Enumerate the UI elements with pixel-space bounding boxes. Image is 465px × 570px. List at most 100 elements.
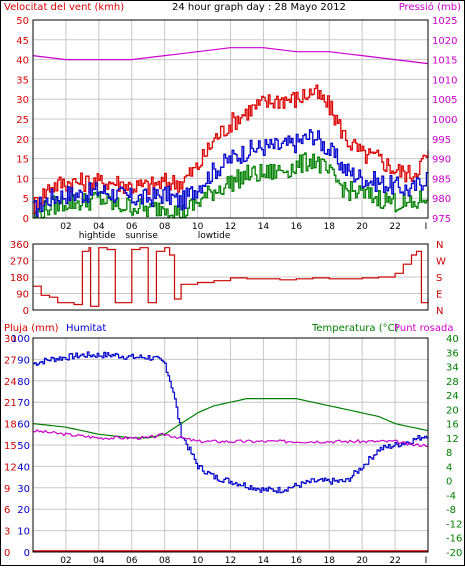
humidity-y-tick-label: 100 xyxy=(11,334,30,345)
pressure-y-tick-label: 1005 xyxy=(432,95,457,106)
wind-y-tick-label: 10 xyxy=(16,174,29,185)
x-tick-label-3: 22 xyxy=(389,556,400,566)
x-event-label-hightide: hightide xyxy=(79,231,116,241)
x-tick-label-1: 18 xyxy=(324,222,336,232)
rain-y-tick-label: 21 xyxy=(4,398,17,409)
temperature-y-tick-label: 36 xyxy=(446,348,459,359)
humidity-y-tick-label: 10 xyxy=(17,527,30,538)
temperature-y-tick-label: 12 xyxy=(446,434,459,445)
wind-y-tick-label: 0 xyxy=(23,214,29,225)
humidity-y-tick-label: 80 xyxy=(17,377,30,388)
humidity-line xyxy=(33,351,429,494)
wind-y-tick-label: 50 xyxy=(16,16,29,27)
wind-avg-line xyxy=(33,129,429,217)
temperature-y-tick-label: -20 xyxy=(446,548,462,559)
temperature-y-tick-label: 20 xyxy=(446,405,459,416)
direction-y-tick-label: 360 xyxy=(10,240,29,251)
x-tick-label-1: I xyxy=(425,222,428,232)
pressure-y-tick-label: 1025 xyxy=(432,16,457,27)
humidity-y-tick-label: 60 xyxy=(17,420,30,431)
humidity-y-tick-label: 0 xyxy=(24,548,30,559)
chart-title: 24 hour graph day : 28 Mayo 2012 xyxy=(172,2,346,13)
temperature-y-tick-label: 40 xyxy=(446,334,459,345)
x-tick-label-3: 16 xyxy=(291,556,303,566)
direction-compass-label: W xyxy=(436,257,446,268)
pressure-y-tick-label: 995 xyxy=(432,135,451,146)
direction-compass-label: E xyxy=(436,290,442,301)
x-tick-label-1: 06 xyxy=(126,222,138,232)
rain-y-tick-label: 3 xyxy=(4,527,10,538)
humidity-y-tick-label: 40 xyxy=(17,462,30,473)
rain-y-tick-label: 18 xyxy=(4,420,17,431)
temperature-y-tick-label: -4 xyxy=(446,491,456,502)
wind-y-tick-label: 30 xyxy=(16,95,29,106)
x-tick-label-3: I xyxy=(425,556,428,566)
temperature-y-tick-label: -12 xyxy=(446,519,462,530)
x-tick-label-1: 16 xyxy=(291,222,303,232)
chart-layer: 0510152025303540455097598098599099510001… xyxy=(4,16,462,570)
x-tick-label-3: 20 xyxy=(356,556,368,566)
wind-direction-line xyxy=(33,247,429,307)
x-tick-label-1: 04 xyxy=(93,222,105,232)
temperature-y-tick-label: -16 xyxy=(446,534,462,545)
temperature-y-tick-label: 24 xyxy=(446,391,459,402)
x-tick-label-3: 02 xyxy=(60,556,71,566)
pressure-axis-title: Pressió (mb) xyxy=(399,1,461,13)
wind-panel-frame xyxy=(32,19,429,219)
pressure-y-tick-label: 975 xyxy=(432,214,451,225)
temperature-y-tick-label: 16 xyxy=(446,420,459,431)
rain-y-tick-label: 12 xyxy=(4,462,17,473)
x-tick-label-1: 22 xyxy=(389,222,400,232)
x-tick-label-1: 14 xyxy=(258,222,270,232)
rain-axis-title: Pluja (mm) xyxy=(4,323,59,334)
pressure-y-tick-label: 1010 xyxy=(432,75,457,86)
temperature-y-tick-label: -8 xyxy=(446,505,456,516)
pressure-y-tick-label: 1020 xyxy=(432,36,457,47)
temperature-axis-title: Temperatura (°C) xyxy=(311,323,399,334)
wind-y-tick-label: 25 xyxy=(16,115,29,126)
temperature-line xyxy=(32,398,429,439)
humidity-axis-title: Humitat xyxy=(66,323,106,334)
x-tick-label-1: 10 xyxy=(192,222,204,232)
humidity-y-tick-label: 30 xyxy=(17,484,30,495)
wind-y-tick-label: 45 xyxy=(16,36,29,47)
direction-y-tick-label: 270 xyxy=(10,257,29,268)
wind-y-tick-label: 40 xyxy=(16,56,29,67)
direction-y-tick-label: 90 xyxy=(16,290,29,301)
wind-y-tick-label: 20 xyxy=(16,135,29,146)
pressure-y-tick-label: 1000 xyxy=(432,115,457,126)
humidity-y-tick-label: 70 xyxy=(17,398,30,409)
x-tick-label-3: 04 xyxy=(93,556,105,566)
pressure-line xyxy=(32,47,429,65)
humidity-y-tick-label: 20 xyxy=(17,505,30,516)
pressure-y-tick-label: 980 xyxy=(432,194,451,205)
dewpoint-axis-title: Punt rosada xyxy=(394,323,453,334)
x-tick-label-3: 06 xyxy=(126,556,138,566)
rain-y-tick-label: 30 xyxy=(4,334,17,345)
direction-panel-frame xyxy=(32,243,429,311)
x-tick-label-3: 12 xyxy=(225,556,236,566)
direction-y-tick-label: 180 xyxy=(10,273,29,284)
direction-y-tick-label: 0 xyxy=(23,306,29,317)
x-tick-label-3: 10 xyxy=(192,556,204,566)
rain-y-tick-label: 0 xyxy=(4,548,10,559)
wind-gust-line xyxy=(33,84,429,215)
direction-compass-label: N xyxy=(436,240,443,251)
wind-axis-title: Velocitat del vent (kmh) xyxy=(4,2,124,13)
wind-y-tick-label: 35 xyxy=(16,75,29,86)
rain-y-tick-label: 15 xyxy=(4,441,17,452)
rain-y-tick-label: 27 xyxy=(4,355,17,366)
wind-y-tick-label: 15 xyxy=(16,155,29,166)
humidity-y-tick-label: 50 xyxy=(17,441,30,452)
temperature-y-tick-label: 28 xyxy=(446,377,459,388)
direction-compass-label: N xyxy=(436,306,443,317)
temperature-y-tick-label: 8 xyxy=(446,448,452,459)
humidity-y-tick-label: 90 xyxy=(17,355,30,366)
wind-y-tick-label: 5 xyxy=(23,194,29,205)
x-tick-label-3: 18 xyxy=(324,556,336,566)
x-tick-label-1: 12 xyxy=(225,222,236,232)
temperature-y-tick-label: 34 xyxy=(446,363,459,374)
